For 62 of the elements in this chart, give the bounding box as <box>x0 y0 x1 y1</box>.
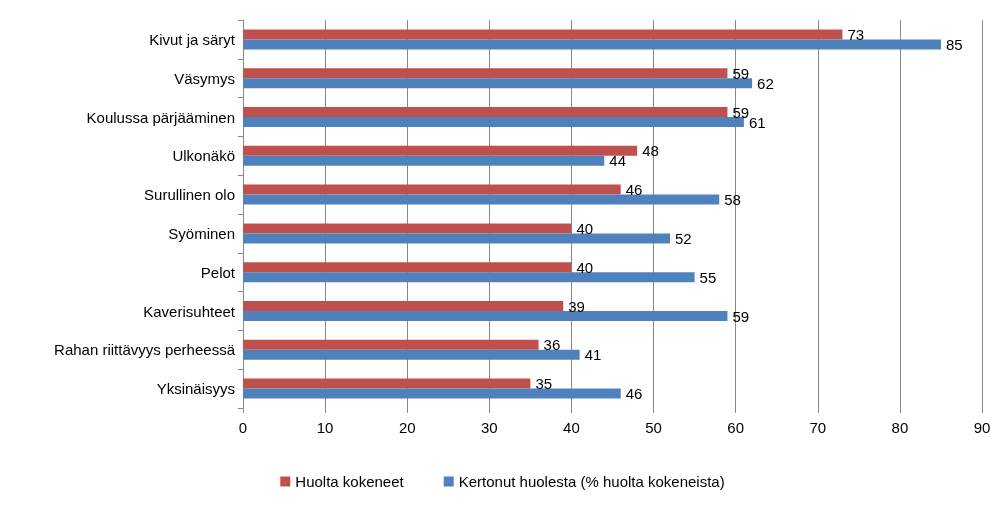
x-tick-label: 90 <box>973 419 991 436</box>
y-tick-label: Väsymys <box>174 69 235 87</box>
y-tick-label: Rahan riittävyys perheessä <box>54 341 236 359</box>
y-tick-label: Ulkonäkö <box>172 147 235 165</box>
bar <box>243 184 621 195</box>
legend-label: Kertonut huolesta (% huolta kokeneista) <box>458 473 725 490</box>
data-label: 40 <box>576 258 594 276</box>
x-tick-label: 40 <box>563 419 580 436</box>
data-label: 55 <box>699 268 717 286</box>
y-tick-label: Syöminen <box>168 224 235 242</box>
data-label: 44 <box>609 152 626 170</box>
bar <box>243 39 941 50</box>
data-label: 39 <box>568 297 585 315</box>
bar <box>243 301 564 311</box>
data-label: 59 <box>732 307 750 325</box>
bar <box>243 272 695 283</box>
data-label: 59 <box>732 103 750 121</box>
x-tick-label: 50 <box>645 419 662 436</box>
data-label: 36 <box>543 336 561 354</box>
data-label: 62 <box>757 74 774 92</box>
data-label: 46 <box>625 385 643 403</box>
y-tick-label: Koulussa pärjääminen <box>86 108 235 126</box>
data-label: 48 <box>642 142 659 160</box>
data-label: 61 <box>748 113 766 131</box>
bar <box>243 155 605 166</box>
data-label: 40 <box>576 219 594 237</box>
data-label: 35 <box>535 375 553 393</box>
x-tick-label: 70 <box>809 419 827 436</box>
x-tick-label: 20 <box>398 419 416 436</box>
y-tick-label: Pelot <box>200 263 236 281</box>
y-tick-label: Surullinen olo <box>144 186 235 204</box>
x-tick-label: 0 <box>238 419 248 436</box>
y-tick-label: Yksinäisyys <box>156 380 235 398</box>
bar <box>243 78 753 89</box>
bar <box>243 378 531 389</box>
bar <box>243 233 670 244</box>
bar <box>243 117 744 127</box>
bar <box>243 339 539 350</box>
data-label: 73 <box>847 25 865 43</box>
x-tick-label: 10 <box>316 419 334 436</box>
bar <box>243 388 621 399</box>
y-tick-label: Kaverisuhteet <box>143 302 236 320</box>
y-tick-label: Kivut ja säryt <box>149 30 236 48</box>
data-label: 59 <box>732 64 750 82</box>
x-tick-label: 30 <box>480 419 498 436</box>
bar <box>243 262 572 273</box>
data-label: 52 <box>674 229 692 247</box>
bar <box>243 311 728 321</box>
bar <box>243 223 572 234</box>
x-tick-label: 60 <box>727 419 745 436</box>
data-label: 46 <box>625 181 643 199</box>
data-label: 41 <box>584 346 602 364</box>
bar <box>243 349 580 360</box>
data-label: 58 <box>724 191 741 209</box>
bar <box>243 194 720 205</box>
x-tick-label: 80 <box>891 419 909 436</box>
bar <box>243 107 728 117</box>
bar <box>243 145 638 156</box>
bar <box>243 29 843 40</box>
legend-label: Huolta kokeneet <box>295 473 405 490</box>
data-label: 85 <box>945 35 963 53</box>
bar <box>243 68 728 79</box>
